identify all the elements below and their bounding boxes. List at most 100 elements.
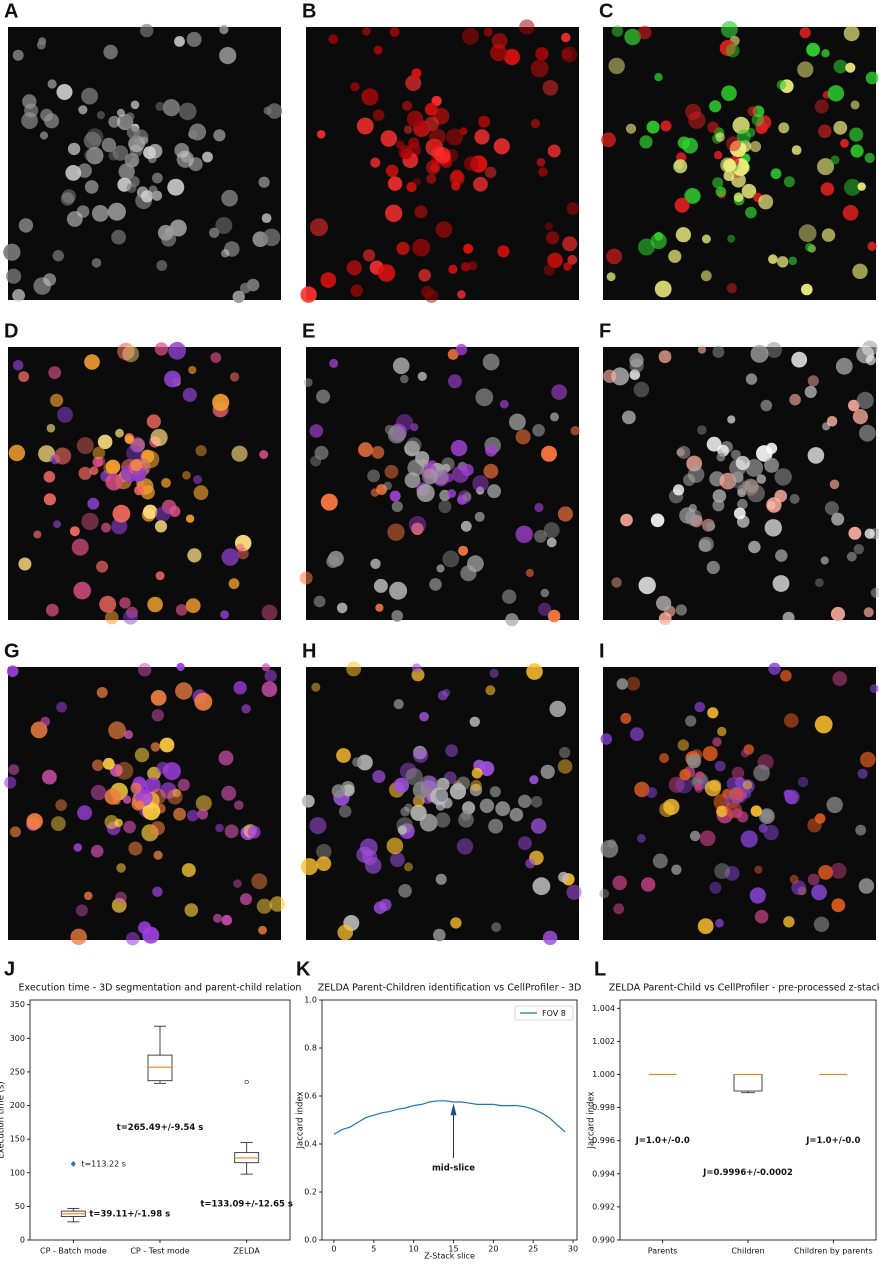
cell-blob [830, 155, 840, 165]
cell-blob [697, 918, 714, 935]
cell-blob [387, 523, 405, 541]
cell-blob [176, 662, 185, 672]
cell-blob [429, 128, 446, 146]
cell-blob [91, 258, 102, 268]
cell-blob [105, 473, 123, 491]
cell-blob [557, 759, 573, 774]
cell-blob [740, 830, 758, 848]
y-tick-label: 50 [15, 1202, 25, 1211]
cell-blob [745, 373, 758, 385]
panel-label: J [4, 958, 15, 980]
cell-blob [532, 877, 551, 896]
cell-blob [770, 168, 782, 180]
cell-blob [12, 49, 24, 61]
cell-blob [310, 455, 322, 467]
cell-blob [151, 190, 163, 201]
cell-blob [44, 113, 60, 129]
cell-blob [421, 468, 438, 485]
cell-blob [122, 795, 132, 804]
cell-blob [712, 489, 727, 503]
cell-blob [84, 180, 99, 194]
cell-blob [620, 513, 633, 527]
cell-blob [660, 120, 672, 132]
cell-blob [673, 484, 685, 496]
cell-blob [135, 800, 145, 810]
cell-blob [473, 176, 488, 192]
cell-blob [209, 227, 220, 238]
cell-blob [377, 264, 396, 282]
cell-blob [599, 888, 609, 899]
cell-blob [679, 768, 691, 781]
cell-blob [426, 160, 441, 175]
y-tick-label: 0.6 [304, 1092, 317, 1101]
cell-blob [551, 384, 568, 400]
cell-blob [495, 801, 511, 817]
cell-blob [789, 874, 799, 884]
cell-blob [150, 742, 161, 752]
cell-blob [853, 544, 864, 555]
cell-blob [406, 437, 422, 453]
cell-blob [403, 125, 413, 134]
panel-label: D [4, 320, 18, 342]
cell-blob [442, 550, 460, 568]
cell-blob [777, 256, 789, 268]
x-tick-label: 5 [371, 1245, 376, 1254]
cell-blob [698, 536, 714, 552]
cell-blob [780, 670, 792, 682]
cell-blob [398, 145, 413, 160]
cell-blob [92, 446, 106, 460]
cell-blob [719, 472, 737, 490]
micrograph [300, 19, 580, 304]
cell-blob [768, 254, 778, 264]
x-tick-label: CP - Batch mode [40, 1247, 107, 1256]
cell-blob [804, 385, 817, 398]
cell-blob [38, 37, 47, 46]
cell-blob [123, 820, 136, 834]
cell-blob [141, 190, 154, 203]
cell-blob [763, 824, 779, 841]
cell-blob [760, 399, 773, 412]
y-tick-label: 100 [10, 1168, 25, 1177]
cell-blob [491, 33, 508, 49]
x-tick-label: 10 [409, 1245, 419, 1254]
cell-blob [26, 813, 43, 830]
cell-blob [126, 125, 141, 140]
cell-blob [490, 44, 508, 62]
cell-blob [460, 520, 472, 532]
cell-blob [387, 176, 403, 191]
cell-blob [483, 27, 493, 37]
cell-blob [463, 243, 474, 254]
cell-blob [658, 350, 672, 364]
cell-blob [469, 783, 483, 797]
cell-blob [475, 388, 494, 407]
cell-blob [783, 916, 795, 928]
cell-blob [261, 604, 278, 621]
cell-blob [636, 834, 646, 843]
cell-blob [540, 764, 555, 779]
cell-blob [505, 613, 519, 627]
cell-blob [741, 478, 759, 496]
cell-blob [412, 781, 431, 799]
cell-blob [77, 163, 92, 178]
cell-blob [12, 289, 25, 302]
cell-blob [434, 147, 451, 164]
cell-blob [141, 450, 160, 469]
cell-blob [820, 556, 829, 565]
cell-blob [543, 264, 555, 276]
cell-blob [221, 249, 230, 258]
cell-blob [193, 475, 203, 485]
cell-blob [712, 177, 724, 189]
cell-blob [86, 147, 104, 165]
cell-blob [814, 813, 826, 824]
chart-title: ZELDA Parent-Children identification vs … [318, 983, 582, 994]
cell-blob [675, 604, 687, 616]
cell-blob [445, 744, 458, 757]
cell-blob [309, 817, 327, 835]
cell-blob [830, 862, 847, 879]
cell-blob [849, 127, 864, 142]
cell-blob [342, 784, 355, 797]
cell-blob [151, 709, 164, 722]
cell-blob [858, 878, 875, 894]
box-label: t=133.09+/-12.65 s [200, 1200, 293, 1210]
cell-blob [105, 610, 119, 625]
